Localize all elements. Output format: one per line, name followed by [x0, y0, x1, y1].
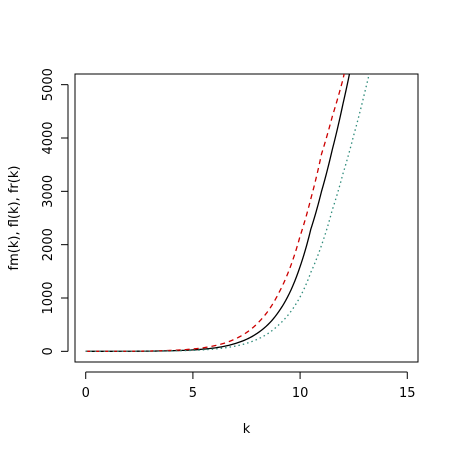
series-layer: [85, 74, 370, 352]
series-line-fl: [85, 74, 345, 352]
x-tick-label: 0: [82, 386, 90, 401]
plot-frame: [74, 73, 419, 363]
y-tick-label: 2000: [41, 228, 56, 261]
y-axis-title: fm(k), fl(k), fr(k): [7, 166, 22, 271]
x-tick-label: 10: [292, 386, 309, 401]
series-line-fm: [85, 74, 351, 352]
y-tick-label: 4000: [41, 121, 56, 154]
y-tick-label: 5000: [41, 68, 56, 101]
y-tick-label: 3000: [41, 175, 56, 208]
x-axis: 0 5 10 15: [82, 371, 416, 401]
y-axis: 0 1000 2000 3000 4000 5000: [41, 68, 69, 355]
series-line-fr: [85, 74, 370, 352]
y-tick-label: 1000: [41, 281, 56, 314]
x-tick-label: 15: [399, 386, 416, 401]
y-tick-label: 0: [41, 347, 56, 355]
x-tick-label: 5: [189, 386, 197, 401]
x-axis-title: k: [243, 422, 251, 437]
